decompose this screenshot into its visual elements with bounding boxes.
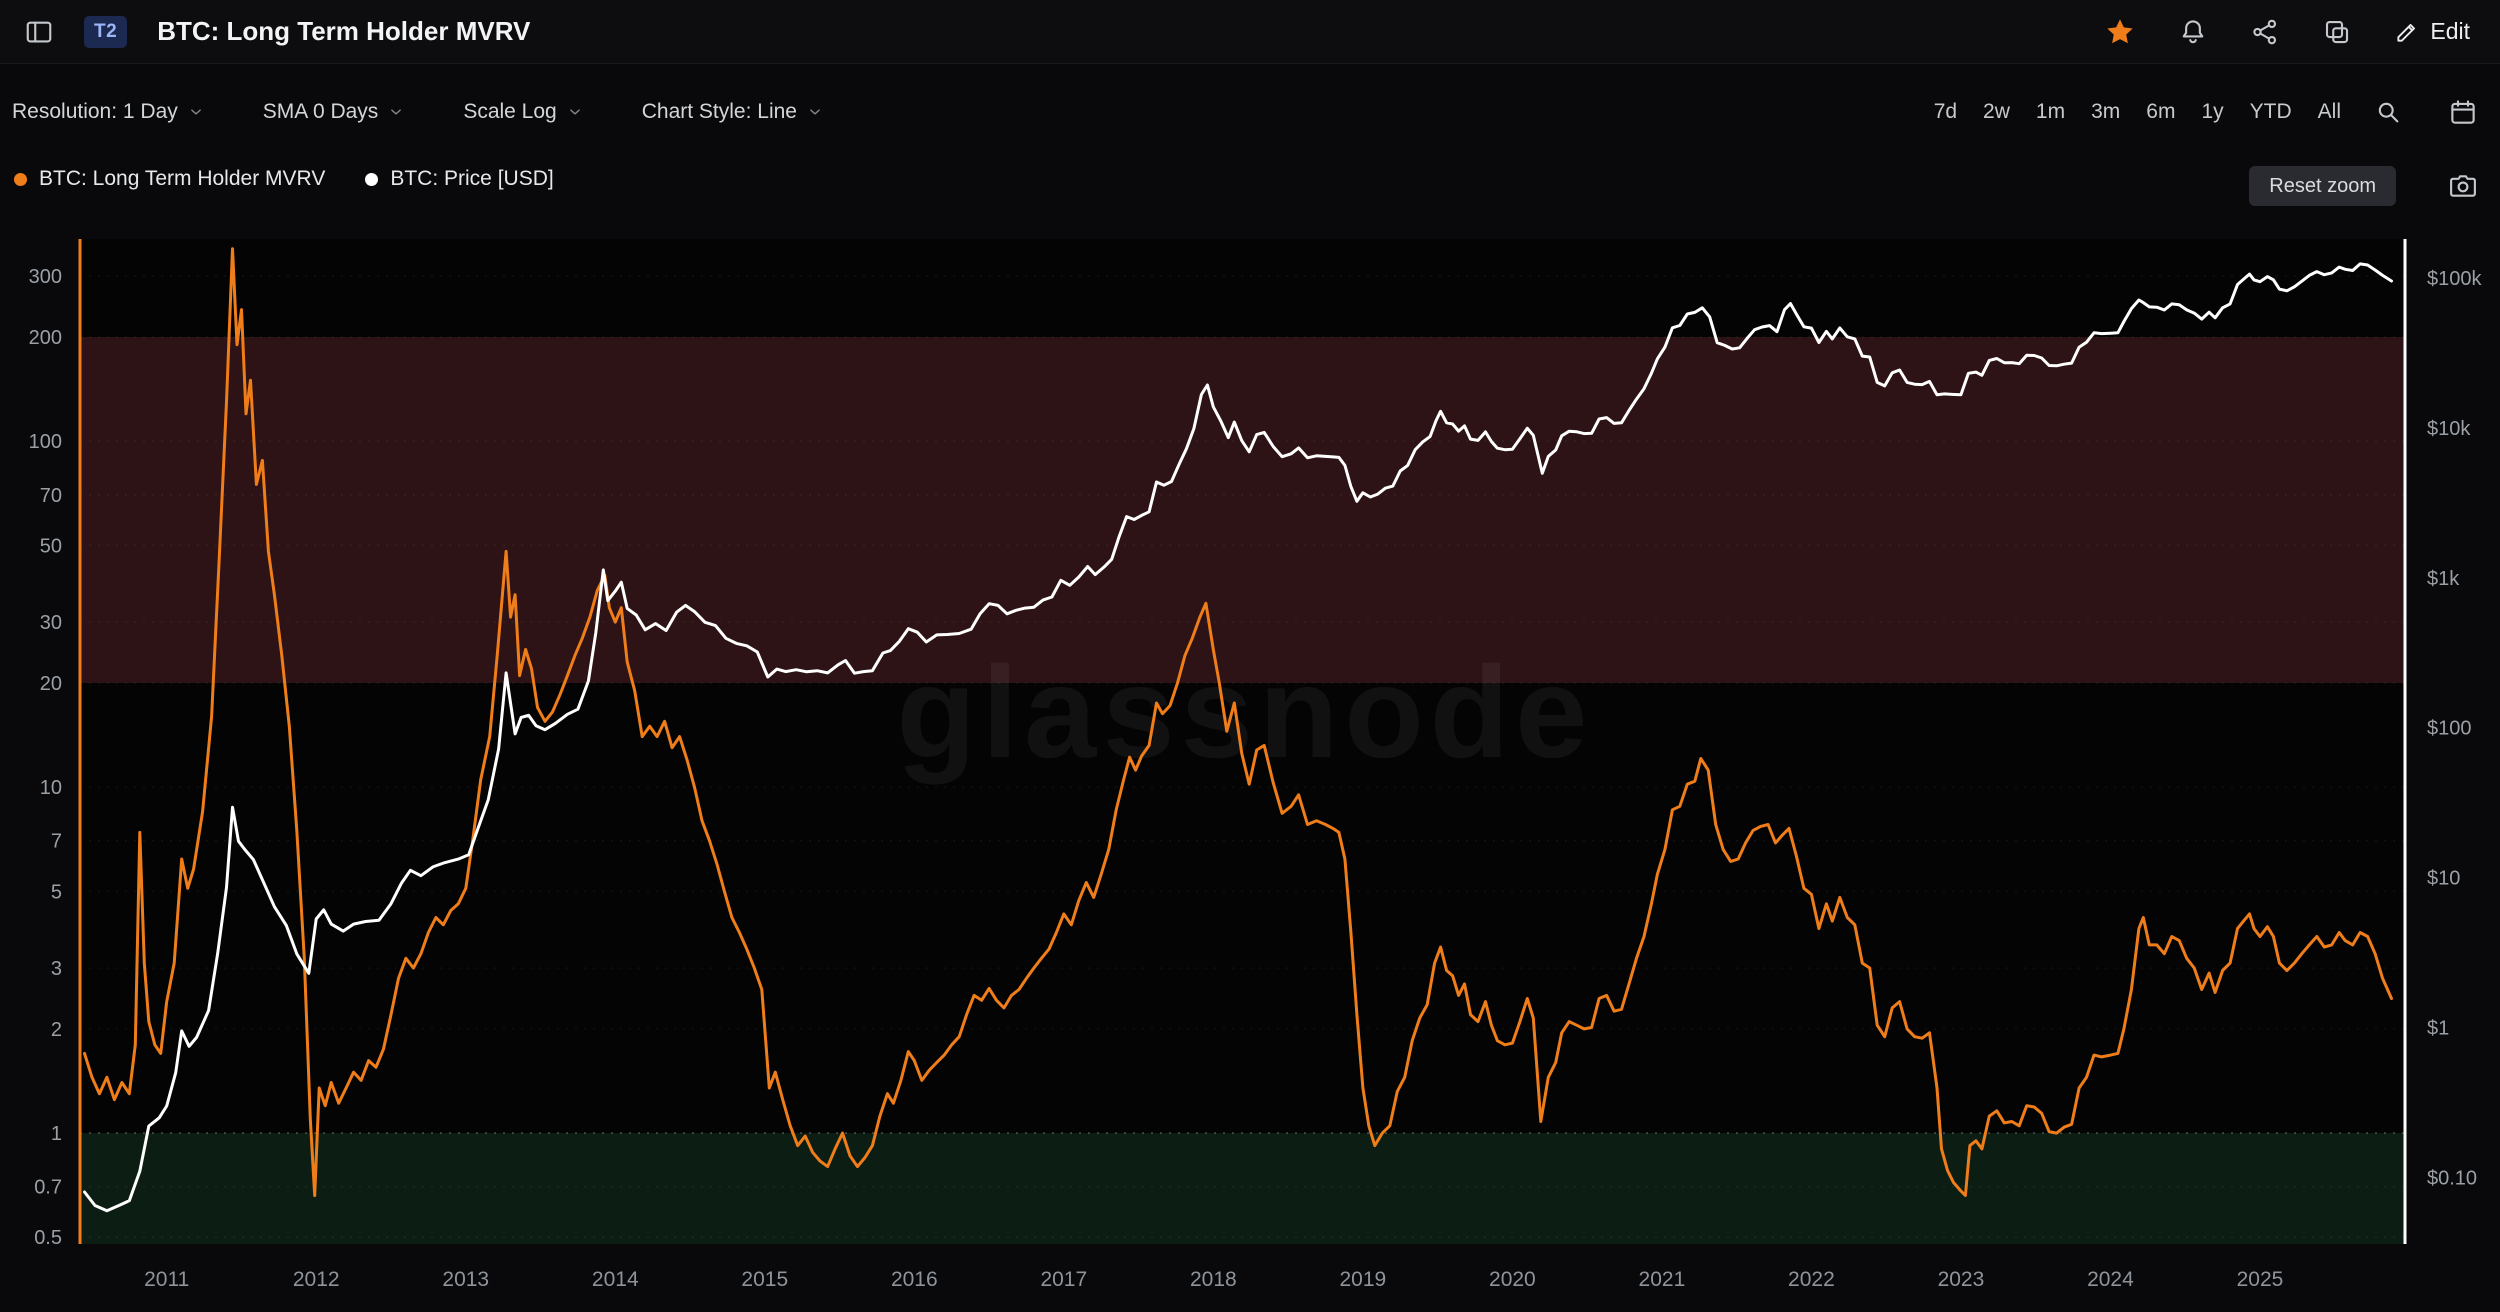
range-button-6m[interactable]: 6m <box>2141 94 2180 130</box>
range-button-7d[interactable]: 7d <box>1929 94 1962 130</box>
range-button-3m[interactable]: 3m <box>2086 94 2125 130</box>
sma-dropdown[interactable]: SMA 0 Days <box>263 100 406 124</box>
x-axis-tick: 2023 <box>1938 1268 1985 1291</box>
x-axis-tick: 2013 <box>442 1268 489 1291</box>
right-axis-tick: $10k <box>2427 418 2471 440</box>
chevron-down-icon <box>569 109 580 115</box>
left-axis-tick: 10 <box>40 777 62 799</box>
x-axis-tick: 2025 <box>2237 1268 2284 1291</box>
left-axis-tick: 20 <box>40 673 62 695</box>
range-button-all[interactable]: All <box>2313 94 2346 130</box>
left-axis-tick: 1 <box>51 1123 62 1145</box>
left-axis-tick: 30 <box>40 612 62 634</box>
time-range-buttons: 7d 2w 1m 3m 6m 1y YTD All <box>1929 94 2346 130</box>
scale-dropdown[interactable]: Scale Log <box>463 100 583 124</box>
star-glyph <box>2107 18 2134 43</box>
workbench-badge[interactable]: T2 <box>84 15 128 48</box>
sma-dropdown-label: SMA 0 Days <box>262 100 379 123</box>
x-axis-tick: 2018 <box>1190 1268 1237 1291</box>
left-axis-tick: 200 <box>29 327 62 349</box>
left-axis-tick: 70 <box>40 485 62 507</box>
sidebar-toggle-icon[interactable] <box>24 17 54 47</box>
edit-button[interactable]: Edit <box>2394 18 2470 45</box>
x-axis-tick: 2022 <box>1788 1268 1835 1291</box>
share-icon[interactable] <box>2250 17 2280 47</box>
x-axis-tick: 2012 <box>293 1268 340 1291</box>
right-axis-tick: $10 <box>2427 868 2460 890</box>
chart-style-dropdown[interactable]: Chart Style: Line <box>642 100 824 124</box>
toolbar: Resolution: 1 Day SMA 0 Days Scale Log C… <box>0 90 882 134</box>
left-axis-tick: 5 <box>51 881 62 903</box>
favorite-star-icon[interactable] <box>2104 16 2136 48</box>
left-axis-tick: 300 <box>29 266 62 288</box>
right-axis-tick: $100k <box>2427 268 2482 290</box>
x-axis-tick: 2019 <box>1340 1268 1387 1291</box>
right-axis-tick: $0.10 <box>2427 1167 2477 1189</box>
legend-label-price: BTC: Price [USD] <box>390 167 554 190</box>
x-axis-tick: 2015 <box>741 1268 788 1291</box>
oversold-band <box>80 1133 2405 1244</box>
chevron-down-icon <box>391 109 402 115</box>
chart-style-dropdown-label: Chart Style: Line <box>641 100 797 123</box>
chevron-down-icon <box>810 109 820 115</box>
reset-zoom-button[interactable]: Reset zoom <box>2249 166 2396 206</box>
left-axis-tick: 100 <box>29 431 62 453</box>
page-title: BTC: Long Term Holder MVRV <box>157 16 531 46</box>
zoom-area-icon[interactable] <box>2374 98 2402 126</box>
duplicate-icon[interactable] <box>2322 17 2352 47</box>
legend-item-price[interactable]: BTC: Price [USD] <box>365 167 554 191</box>
x-axis-tick: 2017 <box>1040 1268 1087 1291</box>
right-axis-tick: $1k <box>2427 568 2460 590</box>
x-axis-tick: 2021 <box>1639 1268 1686 1291</box>
pencil-icon <box>2397 23 2416 42</box>
right-axis-tick: $1 <box>2427 1018 2449 1040</box>
legend-item-mvrv[interactable]: BTC: Long Term Holder MVRV <box>14 167 325 191</box>
header: T2 BTC: Long Term Holder MVRV <box>0 0 2500 64</box>
x-axis-tick: 2020 <box>1489 1268 1536 1291</box>
range-button-2w[interactable]: 2w <box>1978 94 2015 130</box>
x-axis-tick: 2014 <box>592 1268 639 1291</box>
range-button-1m[interactable]: 1m <box>2031 94 2070 130</box>
bell-icon[interactable] <box>2178 17 2208 47</box>
x-axis-tick: 2024 <box>2087 1268 2134 1291</box>
price-series-line <box>83 262 2393 1213</box>
legend-label-mvrv: BTC: Long Term Holder MVRV <box>39 167 326 190</box>
resolution-dropdown[interactable]: Resolution: 1 Day <box>12 100 205 124</box>
calendar-icon[interactable] <box>2448 97 2478 127</box>
left-axis-tick: 0.5 <box>34 1227 62 1249</box>
right-axis-tick: $100 <box>2427 718 2472 740</box>
range-button-ytd[interactable]: YTD <box>2245 94 2297 130</box>
mvrv-series-line <box>83 247 2393 1197</box>
left-axis-tick: 2 <box>51 1019 62 1041</box>
chevron-down-icon <box>190 109 201 115</box>
x-axis-tick: 2016 <box>891 1268 938 1291</box>
overbought-band <box>80 337 2405 683</box>
left-axis-tick: 0.7 <box>34 1177 62 1199</box>
camera-icon[interactable] <box>2448 170 2478 200</box>
resolution-dropdown-label: Resolution: 1 Day <box>12 100 178 123</box>
legend: BTC: Long Term Holder MVRV BTC: Price [U… <box>0 158 554 200</box>
legend-dot-mvrv <box>14 172 27 186</box>
left-axis-tick: 3 <box>51 958 62 980</box>
left-axis-tick: 7 <box>51 831 62 853</box>
x-axis-tick: 2011 <box>144 1268 189 1291</box>
range-button-1y[interactable]: 1y <box>2196 94 2228 130</box>
scale-dropdown-label: Scale Log <box>463 100 557 123</box>
legend-dot-price <box>365 172 379 186</box>
edit-button-label: Edit <box>2430 18 2470 44</box>
left-axis-tick: 50 <box>40 535 62 557</box>
time-range-group: 7d 2w 1m 3m 6m 1y YTD All <box>1929 90 2402 134</box>
